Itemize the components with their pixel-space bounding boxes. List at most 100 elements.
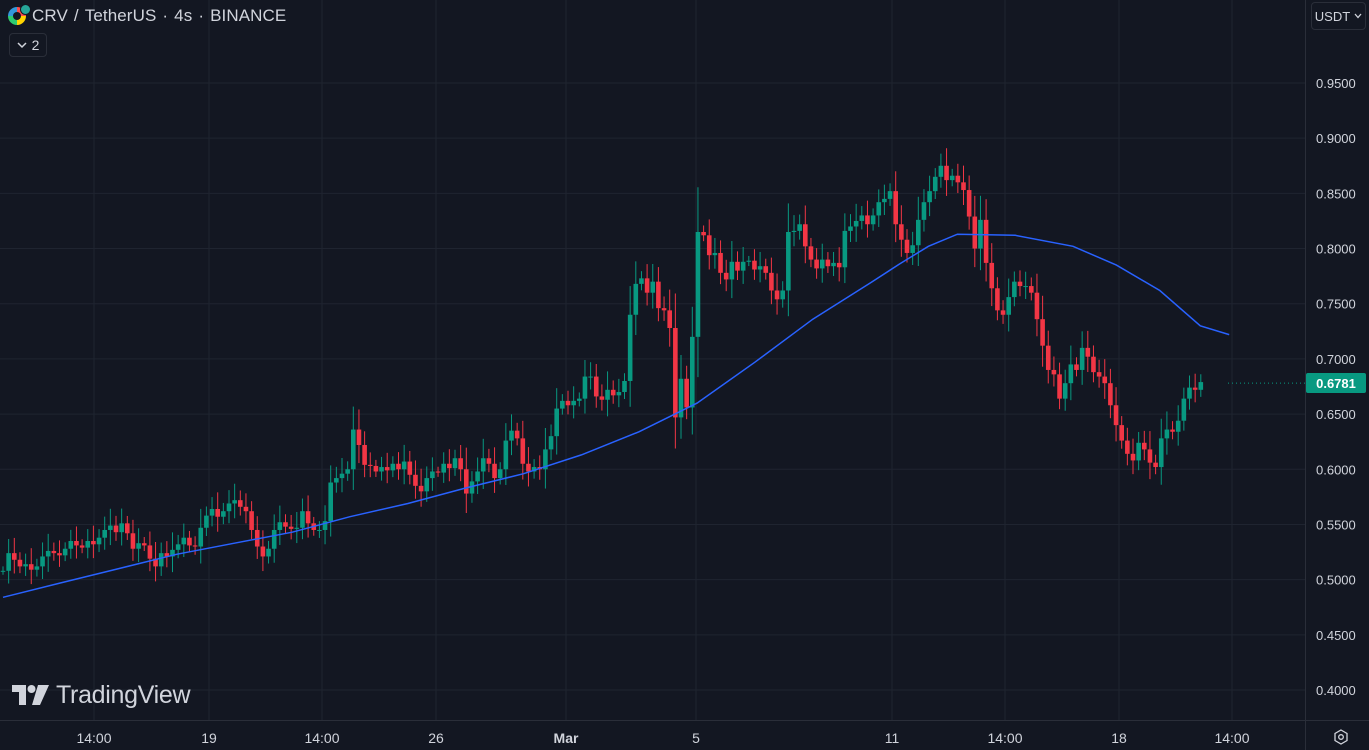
candle-up <box>441 463 446 473</box>
currency-selector[interactable]: USDT <box>1311 2 1366 30</box>
candle-down <box>836 262 842 268</box>
candle-down <box>1045 345 1051 370</box>
candle-down <box>113 525 119 533</box>
candle-down <box>1057 374 1062 399</box>
candle-up <box>786 231 791 291</box>
candle-down <box>1096 372 1102 377</box>
candle-down <box>706 235 712 256</box>
candle-up <box>831 262 836 267</box>
candle-down <box>130 533 136 549</box>
candle-down <box>955 175 961 183</box>
candle-down <box>1153 462 1158 468</box>
candle-up <box>497 469 503 479</box>
candle-up <box>740 261 746 271</box>
candle-down <box>1119 425 1124 441</box>
logo-text: TradingView <box>56 680 191 709</box>
candle-down <box>825 259 831 267</box>
candle-up <box>910 245 915 253</box>
candle-down <box>995 288 1000 311</box>
candle-up <box>34 566 40 570</box>
candle-down <box>656 281 661 309</box>
y-tick-label: 0.9000 <box>1316 131 1356 146</box>
scale-settings-button[interactable] <box>1330 727 1352 747</box>
candle-down <box>599 396 605 400</box>
candle-up <box>1023 286 1028 288</box>
candle-up <box>198 527 204 547</box>
candle-down <box>803 224 808 247</box>
candle-up <box>605 389 610 400</box>
candle-up <box>582 376 588 399</box>
y-tick-label: 0.4500 <box>1316 628 1356 643</box>
candle-down <box>288 526 294 529</box>
candle-down <box>418 485 424 492</box>
candle-down <box>492 463 497 479</box>
candle-up <box>695 231 701 337</box>
candle-up <box>729 261 735 280</box>
candle-up <box>797 224 802 231</box>
candle-up <box>108 525 113 530</box>
candle-down <box>673 328 678 418</box>
candle-up <box>712 252 718 256</box>
separator-dot: · <box>162 6 169 25</box>
candle-down <box>384 467 390 471</box>
y-tick-label: 0.5000 <box>1316 573 1356 588</box>
candle-up <box>842 230 848 268</box>
candle-down <box>1085 347 1091 357</box>
candle-up <box>1006 297 1011 315</box>
candle-up <box>887 191 893 199</box>
candle-up <box>96 537 102 545</box>
candle-up <box>430 471 435 479</box>
candle-down <box>367 464 373 466</box>
candle-up <box>932 176 938 192</box>
pair-separator: / <box>73 6 79 25</box>
separator-dot: · <box>198 6 205 25</box>
indicator-toggle-button[interactable]: 2 <box>9 33 47 57</box>
candle-up <box>181 537 187 545</box>
candle-down <box>486 458 492 464</box>
candle-down <box>1108 383 1113 406</box>
x-tick-label: 26 <box>428 730 444 746</box>
candle-up <box>543 449 548 470</box>
candle-up <box>791 230 797 232</box>
candle-down <box>187 537 192 546</box>
candle-up <box>345 469 350 474</box>
candle-up <box>746 260 752 262</box>
candle-down <box>17 559 23 567</box>
candle-up <box>678 378 684 418</box>
candle-up <box>351 429 356 470</box>
y-tick-label: 0.7000 <box>1316 352 1356 367</box>
candle-up <box>1164 429 1170 439</box>
candle-down <box>243 506 249 512</box>
candle-up <box>85 541 91 548</box>
currency-label: USDT <box>1314 8 1351 24</box>
y-tick-label: 0.6000 <box>1316 462 1356 477</box>
tradingview-logo[interactable]: TradingView <box>12 680 191 710</box>
candle-down <box>1113 405 1119 426</box>
candle-down <box>1102 376 1108 384</box>
interval-label: 4s <box>174 6 193 25</box>
candle-down <box>972 216 978 249</box>
candle-up <box>916 219 921 246</box>
candle-down <box>644 278 650 293</box>
candle-up <box>853 220 859 227</box>
candle-up <box>232 500 237 504</box>
symbol-name: CRV <box>32 6 68 25</box>
candle-down <box>966 190 972 217</box>
candle-down <box>464 469 469 494</box>
candle-up <box>571 400 576 406</box>
coin-logo-icon <box>8 4 31 25</box>
y-tick-label: 0.9500 <box>1316 76 1356 91</box>
moving-average-line <box>2 233 1230 599</box>
candle-up <box>322 521 328 530</box>
candle-up <box>170 549 175 557</box>
candle-up <box>870 215 876 225</box>
symbol-header[interactable]: CRV / TetherUS · 4s · BINANCE <box>8 4 286 28</box>
candle-up <box>882 198 887 203</box>
candle-up <box>379 467 384 472</box>
candle-up <box>136 543 141 549</box>
candle-down <box>667 310 672 329</box>
candle-down <box>147 545 153 559</box>
candle-down <box>865 215 870 225</box>
